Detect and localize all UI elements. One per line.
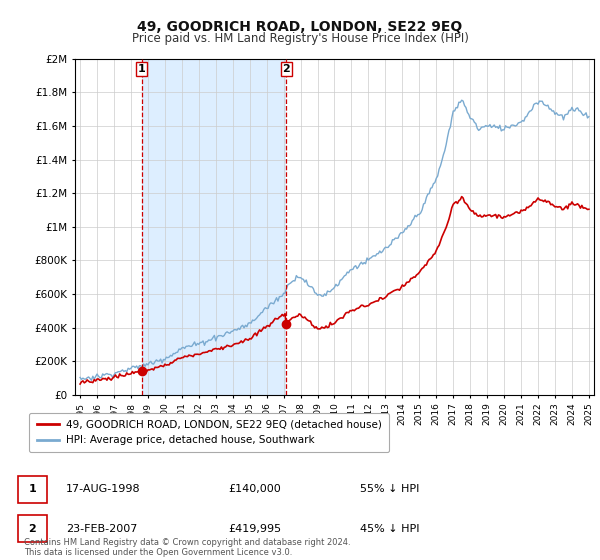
Text: Price paid vs. HM Land Registry's House Price Index (HPI): Price paid vs. HM Land Registry's House … xyxy=(131,32,469,45)
Legend: 49, GOODRICH ROAD, LONDON, SE22 9EQ (detached house), HPI: Average price, detach: 49, GOODRICH ROAD, LONDON, SE22 9EQ (det… xyxy=(29,413,389,452)
Text: Contains HM Land Registry data © Crown copyright and database right 2024.
This d: Contains HM Land Registry data © Crown c… xyxy=(24,538,350,557)
Text: 2: 2 xyxy=(282,64,290,74)
Text: £419,995: £419,995 xyxy=(228,524,281,534)
Text: 49, GOODRICH ROAD, LONDON, SE22 9EQ: 49, GOODRICH ROAD, LONDON, SE22 9EQ xyxy=(137,20,463,34)
Text: 55% ↓ HPI: 55% ↓ HPI xyxy=(360,484,419,494)
Text: 17-AUG-1998: 17-AUG-1998 xyxy=(66,484,140,494)
Bar xyxy=(142,59,286,395)
Text: 45% ↓ HPI: 45% ↓ HPI xyxy=(360,524,419,534)
Text: £140,000: £140,000 xyxy=(228,484,281,494)
Text: 23-FEB-2007: 23-FEB-2007 xyxy=(66,524,137,534)
Text: 1: 1 xyxy=(138,64,146,74)
Text: 1: 1 xyxy=(29,484,36,494)
Text: 2: 2 xyxy=(29,524,36,534)
